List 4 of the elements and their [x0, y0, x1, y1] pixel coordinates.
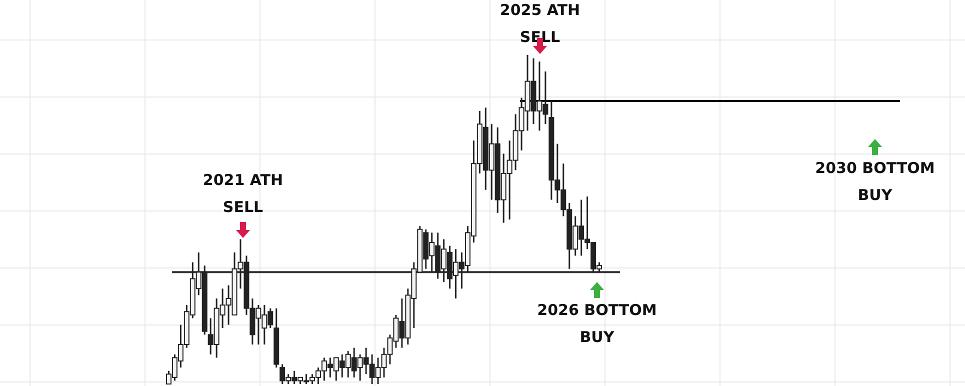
annotation: 2026 BOTTOM BUY: [537, 301, 657, 346]
text: 2030 BOTTOM BUY: [815, 159, 935, 204]
text: 2025 ATH SELL: [500, 1, 580, 46]
annotation: 2021 ATH SELL: [202, 171, 284, 216]
